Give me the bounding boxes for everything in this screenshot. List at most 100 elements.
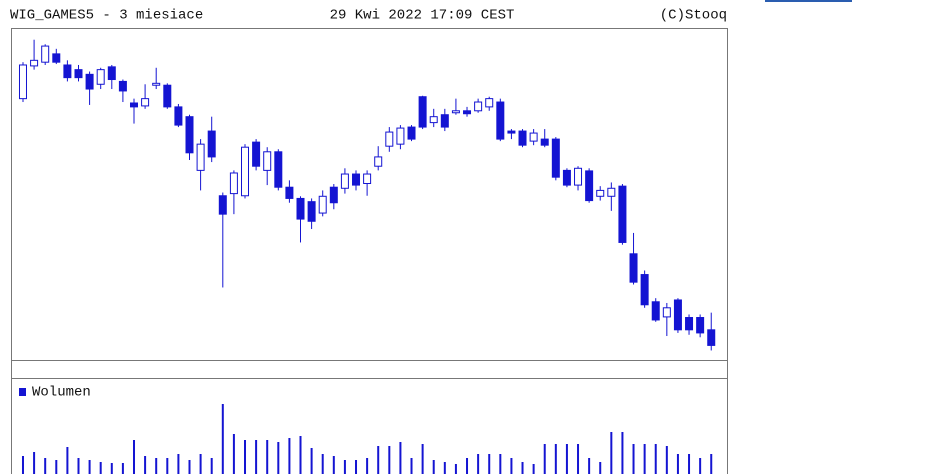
candle-body <box>440 114 449 128</box>
volume-bar <box>488 454 491 474</box>
candle-body <box>485 98 494 108</box>
candle-body <box>551 138 560 178</box>
volume-bar <box>332 456 335 474</box>
volume-bar <box>110 463 113 474</box>
volume-bar <box>166 458 169 474</box>
chart-date: 29 Kwi 2022 17:09 CEST <box>330 8 515 24</box>
volume-bar <box>33 452 36 474</box>
marks-layer <box>18 39 716 474</box>
volume-bar <box>199 454 202 474</box>
candle-body <box>340 173 349 189</box>
volume-bar <box>621 432 624 474</box>
volume-bar <box>688 454 691 474</box>
legend-swatch <box>19 388 26 396</box>
volume-bar <box>399 442 402 474</box>
volume-bar <box>554 444 557 474</box>
candle-body <box>629 253 638 283</box>
candle-body <box>263 151 272 171</box>
volume-bar <box>543 444 546 474</box>
candle-body <box>673 299 682 331</box>
volume-bar <box>177 454 180 474</box>
candle-body <box>618 185 627 243</box>
candle-body <box>396 127 405 145</box>
volume-bar <box>443 462 446 474</box>
candle-body <box>274 151 283 188</box>
candle-body <box>241 146 250 197</box>
candle-body <box>118 80 127 92</box>
candle-body <box>474 101 483 112</box>
volume-bar <box>188 460 191 474</box>
candle-body <box>352 173 361 186</box>
candle-body <box>374 156 383 167</box>
candle-body <box>662 307 671 318</box>
volume-bar <box>510 458 513 474</box>
candle-body <box>318 195 327 214</box>
volume-bar <box>532 464 535 474</box>
candle-body <box>63 64 72 79</box>
chart-source: (C)Stooq <box>660 8 727 24</box>
volume-bar <box>310 448 313 474</box>
volume-bar <box>88 460 91 474</box>
candle-body <box>429 116 438 124</box>
volume-bar <box>210 458 213 474</box>
candle-body <box>451 110 460 114</box>
candle-body <box>296 197 305 220</box>
volume-bar <box>577 444 580 474</box>
candle-body <box>129 102 138 108</box>
volume-bar <box>244 440 247 474</box>
toolbar-button[interactable] <box>765 0 852 2</box>
volume-bar <box>588 458 591 474</box>
candle-body <box>185 116 194 154</box>
volume-bar <box>121 463 124 474</box>
candle-body <box>696 317 705 334</box>
volume-bar <box>665 446 668 474</box>
volume-bar <box>277 442 280 474</box>
candle-body <box>585 170 594 202</box>
volume-bar <box>410 458 413 474</box>
candle-body <box>507 130 516 134</box>
candle-body <box>329 186 338 204</box>
volume-bar <box>499 454 502 474</box>
candle-body <box>407 126 416 140</box>
candle-body <box>96 69 105 85</box>
candle-body <box>152 82 161 86</box>
candle-body <box>41 45 50 63</box>
volume-bar <box>266 440 269 474</box>
candle-body <box>285 186 294 199</box>
volume-bar <box>676 454 679 474</box>
candle-body <box>518 130 527 146</box>
volume-frame <box>11 378 728 474</box>
candle-body <box>307 201 316 222</box>
candle-body <box>574 167 583 186</box>
candle-body <box>174 106 183 126</box>
volume-bar <box>699 458 702 474</box>
chart-title: WIG_GAMES5 - 3 miesiace <box>10 8 203 24</box>
volume-bar <box>255 440 258 474</box>
volume-bar <box>710 454 713 474</box>
candle-body <box>229 172 238 195</box>
volume-bar <box>321 454 324 474</box>
candle-body <box>363 173 372 185</box>
candle-body <box>607 187 616 197</box>
x-axis-strip <box>11 360 728 379</box>
volume-bar <box>66 447 69 474</box>
volume-bar <box>632 444 635 474</box>
candle-body <box>651 301 660 321</box>
candle-body <box>85 73 94 90</box>
candle-body <box>74 69 83 79</box>
volume-bar <box>299 436 302 474</box>
volume-bar <box>288 438 291 474</box>
volume-bar <box>432 460 435 474</box>
candle-body <box>163 84 172 108</box>
candle-body <box>141 98 150 107</box>
volume-bar <box>21 456 24 474</box>
candle-body <box>707 329 716 346</box>
candle-body <box>30 59 39 67</box>
labels-layer: Wolumen <box>19 385 91 401</box>
volume-bar <box>155 458 158 474</box>
volume-bar <box>366 458 369 474</box>
candle-body <box>52 53 61 63</box>
volume-bar <box>355 460 358 474</box>
volume-bar <box>610 432 613 474</box>
